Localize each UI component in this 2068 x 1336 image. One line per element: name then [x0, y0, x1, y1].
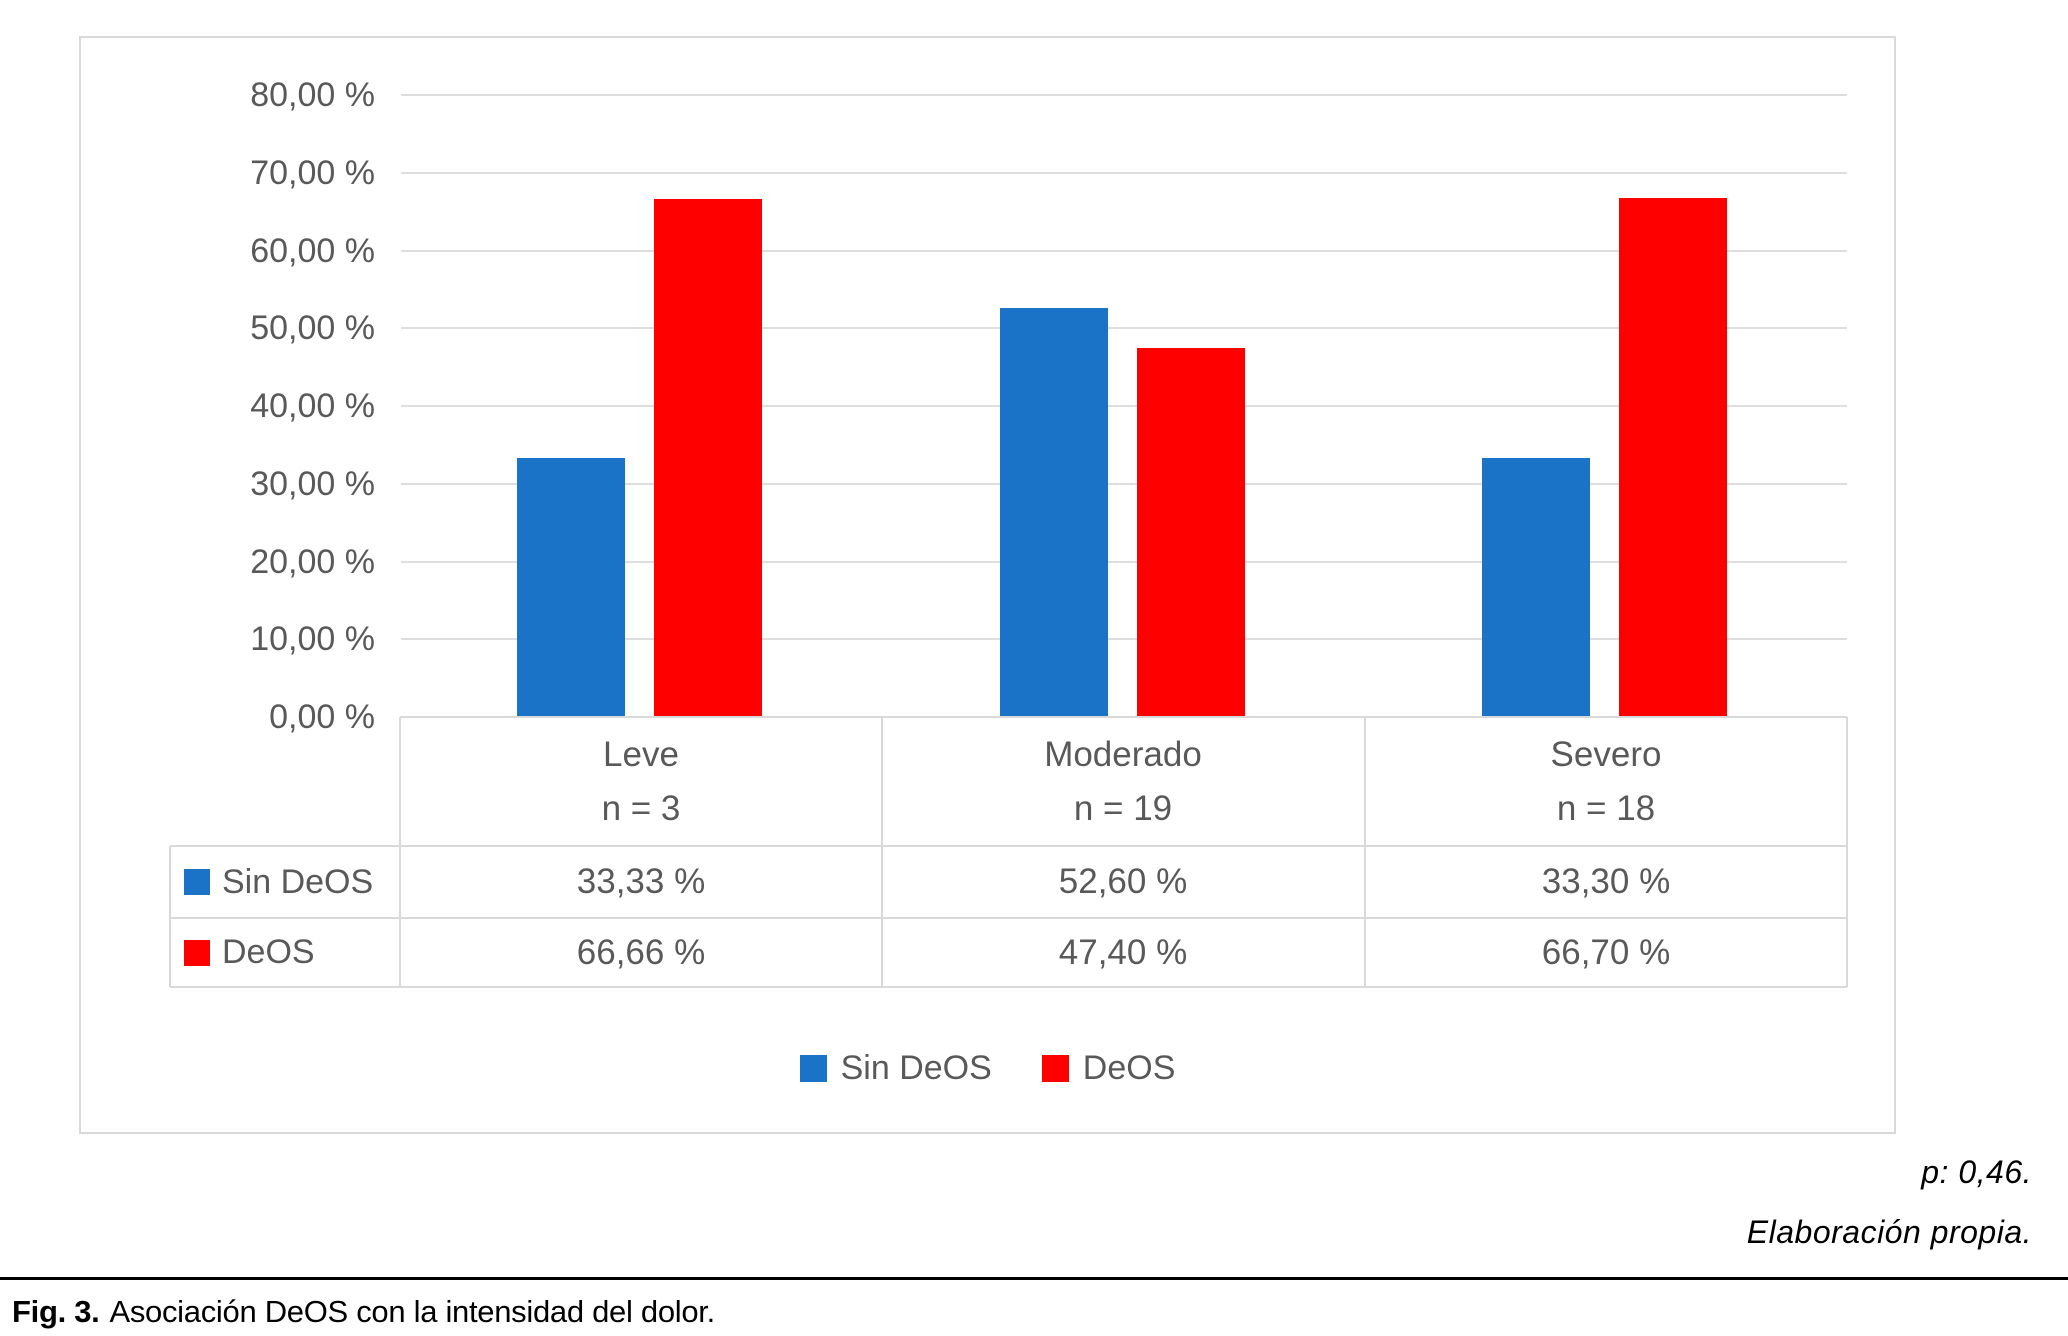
table-value-cell: 66,70 %: [1541, 932, 1671, 972]
figure-number: Fig. 3.: [12, 1294, 100, 1329]
table-border-line: [170, 917, 1847, 919]
legend-swatch-deos: [1041, 1054, 1069, 1082]
table-border-line: [399, 717, 401, 987]
y-gridline: [401, 405, 1847, 407]
table-header-moderado: Moderado n = 19: [882, 717, 1364, 846]
y-axis-tick-label: 50,00 %: [250, 309, 375, 347]
chart-figure: Sin DeOS DeOS 0,00 % 10,00 % 20,00 % 30,00 …: [79, 36, 1896, 1134]
y-gridline: [401, 561, 1847, 563]
table-border-line: [170, 986, 1847, 988]
table-series-swatch: [184, 869, 210, 895]
legend-label-deos: DeOS: [1082, 1048, 1176, 1087]
y-axis-tick-label: 10,00 %: [250, 620, 375, 658]
legend-label-sin-deos: Sin DeOS: [840, 1048, 992, 1087]
table-value-cell: 52,60 %: [1058, 862, 1188, 901]
bar-deos-moderado: [1137, 348, 1245, 717]
category-n-label: n = 19: [1073, 788, 1173, 828]
table-value-cell: 66,66 %: [576, 932, 706, 972]
caption-text: Asociación DeOS con la intensidad del do…: [109, 1294, 715, 1329]
category-label: Leve: [603, 734, 679, 774]
table-header-severo: Severo n = 18: [1365, 717, 1847, 846]
table-row-label-sin-deos: Sin DeOS: [170, 846, 400, 918]
bar-deos-leve: [654, 199, 762, 717]
y-axis-tick-label: 70,00 %: [250, 154, 375, 192]
bar-sin-deos-severo: [1482, 458, 1590, 717]
table-row-label-deos: DeOS: [170, 918, 400, 987]
table-value-cell: 33,30 %: [1541, 862, 1671, 901]
table-border-line: [400, 716, 1847, 718]
chart-legend: Sin DeOS DeOS: [81, 1044, 1894, 1092]
table-series-name: DeOS: [222, 933, 315, 971]
y-axis-tick-label: 60,00 %: [250, 232, 375, 270]
bar-sin-deos-leve: [517, 458, 625, 717]
table-border-line: [1846, 717, 1848, 987]
bar-deos-severo: [1619, 198, 1727, 717]
y-gridline: [401, 327, 1847, 329]
caption-divider: [0, 1277, 2068, 1280]
table-header-leve: Leve n = 3: [400, 717, 882, 846]
legend-swatch-sin-deos: [799, 1054, 827, 1082]
table-border-line: [170, 845, 1847, 847]
table-border-line: [1364, 717, 1366, 987]
table-value-cell: 47,40 %: [1058, 932, 1188, 972]
y-axis-tick-label: 30,00 %: [250, 465, 375, 503]
p-value-annotation: p: 0,46.: [1921, 1154, 2032, 1190]
table-border-line: [169, 846, 171, 987]
table-series-name: Sin DeOS: [222, 862, 374, 901]
y-gridline: [401, 172, 1847, 174]
y-axis-tick-label: 80,00 %: [250, 76, 375, 114]
y-axis-tick-label: 20,00 %: [250, 543, 375, 581]
y-gridline: [401, 483, 1847, 485]
table-value-cell: 33,33 %: [576, 862, 706, 901]
y-axis-tick-label: 40,00 %: [250, 387, 375, 425]
table-series-swatch: [184, 939, 210, 966]
y-gridline: [401, 250, 1847, 252]
y-gridline: [401, 94, 1847, 96]
table-border-line: [881, 717, 883, 987]
category-n-label: n = 3: [601, 788, 681, 828]
category-n-label: n = 18: [1556, 788, 1656, 828]
y-gridline: [401, 638, 1847, 640]
bar-sin-deos-moderado: [1000, 308, 1108, 717]
y-axis-tick-label: 0,00 %: [269, 698, 375, 736]
figure-caption: Fig. 3. Asociación DeOS con la intensidad…: [12, 1294, 715, 1330]
source-annotation: Elaboración propia.: [1746, 1214, 2032, 1250]
category-label: Severo: [1550, 734, 1662, 774]
category-label: Moderado: [1044, 734, 1202, 774]
